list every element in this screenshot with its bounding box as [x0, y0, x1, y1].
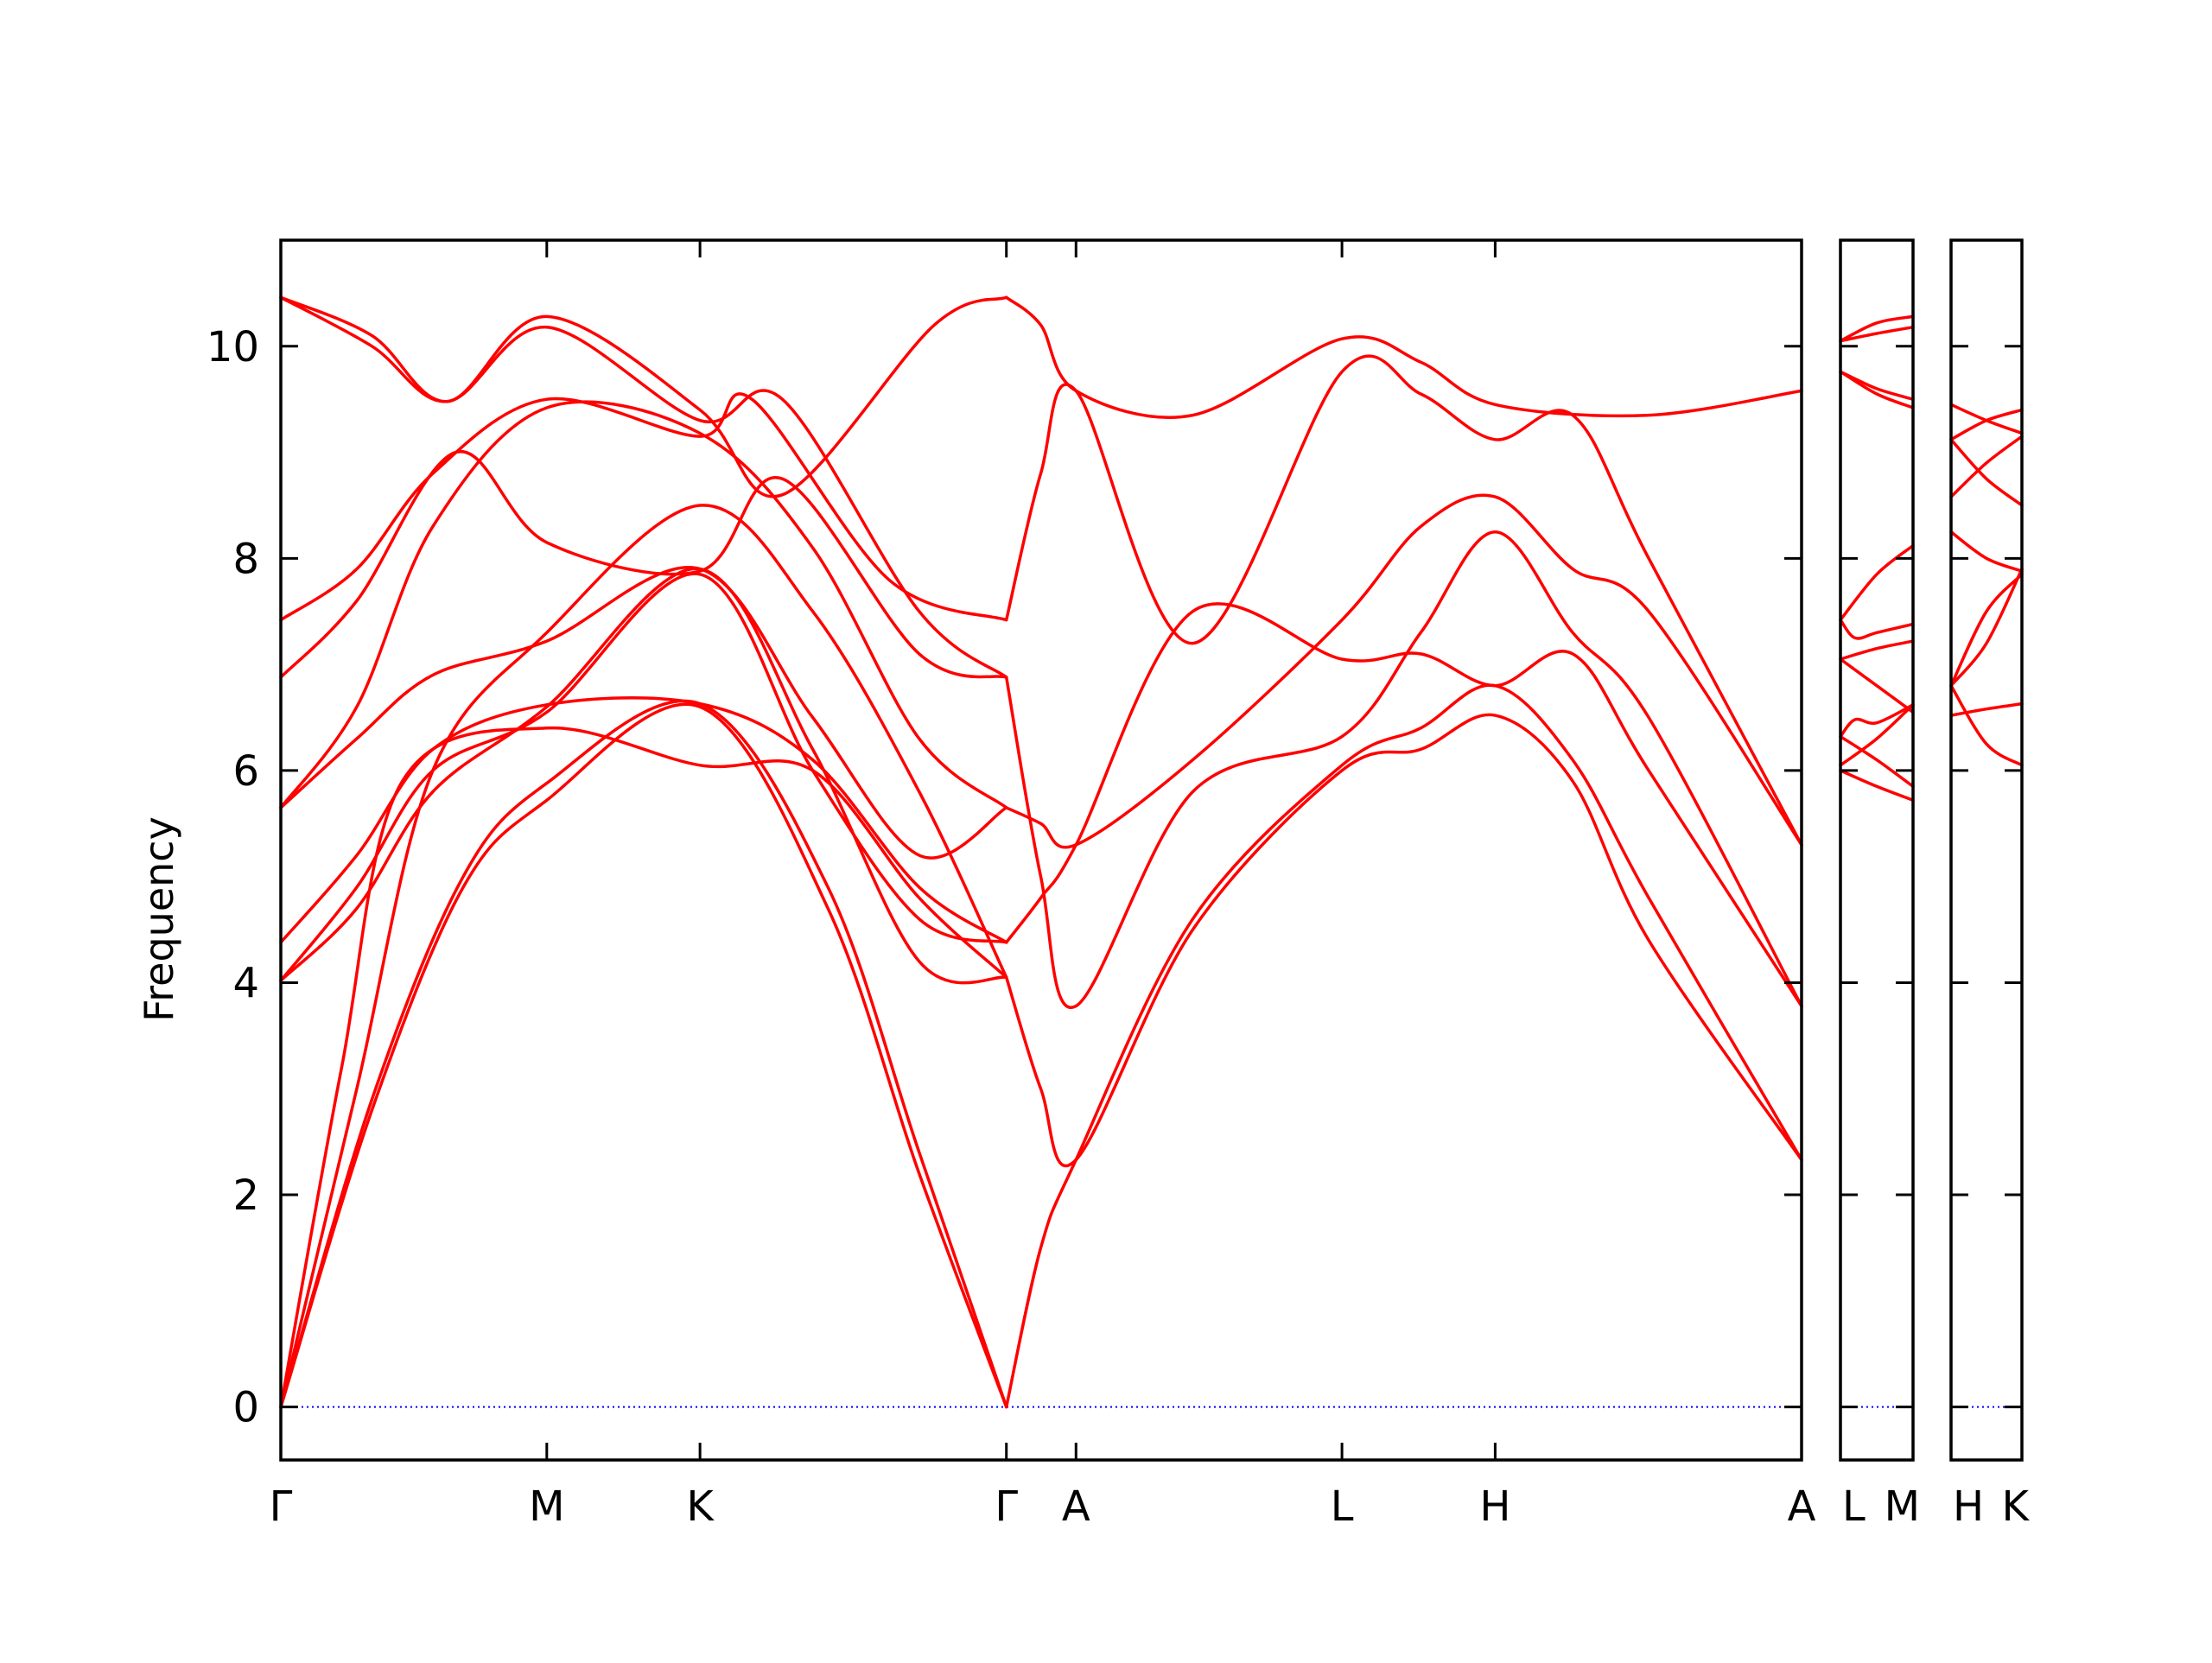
band-2-2	[1839, 325, 1915, 343]
band-1-4	[279, 567, 1008, 985]
band-1-18	[1004, 530, 1803, 1009]
band-1-19	[1004, 713, 1803, 1168]
plot-frame-panel-3	[1949, 238, 2024, 1462]
band-1-1	[279, 702, 1008, 1409]
y-tick-label: 0	[232, 1384, 259, 1432]
x-tick-label: M	[529, 1482, 564, 1531]
band-1-20	[1004, 683, 1803, 1409]
band-2-5	[1839, 543, 1915, 622]
band-1-3	[279, 726, 1008, 1409]
band-2-1	[1839, 314, 1915, 343]
band-1-6	[279, 696, 1008, 944]
x-tick-label: H	[1479, 1482, 1510, 1531]
band-2-7	[1839, 639, 1915, 661]
band-2-4	[1839, 370, 1915, 409]
band-3-7	[1949, 573, 2024, 688]
band-2-12	[1839, 769, 1915, 803]
band-1-9	[279, 449, 1008, 679]
x-tick-label: A	[1788, 1482, 1816, 1531]
band-3-6	[1949, 567, 2024, 688]
band-1-16	[1004, 493, 1803, 849]
band-1-15	[1004, 354, 1803, 847]
band-1-14	[1004, 295, 1803, 419]
y-tick-label: 4	[232, 959, 259, 1007]
band-2-11	[1839, 703, 1915, 767]
band-1-10	[279, 392, 1008, 622]
x-tick-label: A	[1062, 1482, 1090, 1531]
x-tick-label: K	[686, 1482, 715, 1531]
plot-frame-panel-1	[279, 238, 1803, 1462]
x-tick-label: L	[1331, 1482, 1354, 1531]
band-2-8	[1839, 657, 1915, 714]
band-3-5	[1949, 530, 2024, 573]
band-1-2	[279, 699, 1008, 1409]
y-tick-label: 10	[207, 323, 259, 371]
band-2-9	[1839, 703, 1915, 739]
band-1-12	[279, 295, 1008, 679]
plot-frame-panel-2	[1839, 238, 1915, 1462]
y-tick-label: 8	[232, 535, 259, 583]
x-tick-label: H	[1953, 1482, 1984, 1531]
band-3-9	[1949, 701, 2024, 717]
x-tick-label: L	[1842, 1482, 1866, 1531]
x-tick-label: K	[2002, 1482, 2031, 1531]
band-1-7	[279, 566, 1008, 860]
band-3-4	[1949, 435, 2024, 498]
band-1-5	[279, 572, 1008, 982]
band-1-17	[1004, 602, 1803, 1008]
band-2-10	[1839, 734, 1915, 789]
band-1-13	[279, 295, 1008, 498]
y-tick-label: 2	[232, 1171, 259, 1220]
x-tick-label: Γ	[995, 1482, 1018, 1531]
band-1-11	[279, 504, 1008, 1409]
band-2-6	[1839, 618, 1915, 640]
y-axis-label: Frequency	[136, 816, 182, 1022]
band-3-2	[1949, 408, 2024, 441]
x-tick-label: Γ	[270, 1482, 293, 1531]
band-1-8	[279, 400, 1008, 809]
x-tick-label: M	[1885, 1482, 1920, 1531]
band-3-8	[1949, 683, 2024, 767]
y-tick-label: 6	[232, 747, 259, 796]
band-3-3	[1949, 438, 2024, 507]
